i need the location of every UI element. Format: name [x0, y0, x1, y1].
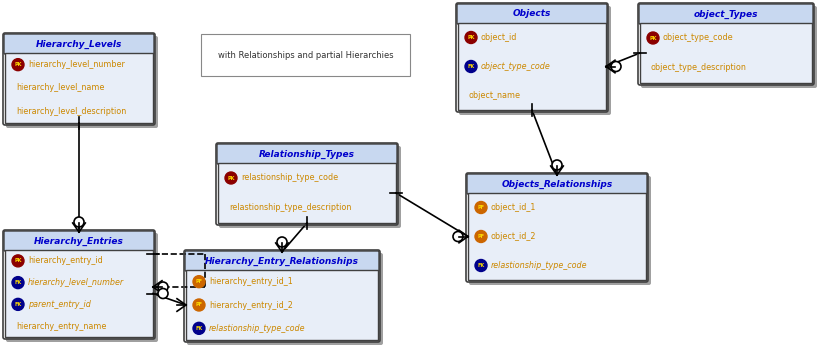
- Bar: [5, 53, 153, 123]
- Text: object_name: object_name: [469, 91, 521, 100]
- Bar: [468, 193, 646, 280]
- FancyBboxPatch shape: [641, 6, 817, 88]
- Text: hierarchy_entry_id: hierarchy_entry_id: [28, 256, 103, 265]
- Text: parent_entry_id: parent_entry_id: [28, 300, 91, 309]
- FancyBboxPatch shape: [459, 6, 611, 115]
- Circle shape: [193, 299, 205, 311]
- Text: object_Types: object_Types: [694, 9, 758, 19]
- Circle shape: [158, 282, 168, 292]
- Bar: [458, 23, 606, 110]
- FancyBboxPatch shape: [219, 146, 401, 228]
- Bar: [186, 270, 378, 340]
- FancyBboxPatch shape: [467, 174, 647, 194]
- Text: FK: FK: [467, 64, 475, 69]
- Circle shape: [12, 298, 24, 310]
- Text: object_type_code: object_type_code: [663, 34, 734, 43]
- Text: Hierarchy_Entry_Relationships: Hierarchy_Entry_Relationships: [205, 256, 359, 266]
- Text: relastionship_type_description: relastionship_type_description: [229, 203, 351, 212]
- Bar: [218, 163, 396, 223]
- Text: PK: PK: [15, 62, 22, 67]
- Text: object_type_description: object_type_description: [651, 64, 747, 73]
- Circle shape: [465, 31, 477, 44]
- Circle shape: [12, 59, 24, 71]
- Text: hierarchy_level_description: hierarchy_level_description: [16, 107, 127, 116]
- Bar: [640, 23, 812, 83]
- FancyBboxPatch shape: [185, 251, 379, 271]
- Text: FK: FK: [195, 326, 203, 331]
- Text: PF: PF: [195, 279, 203, 284]
- FancyBboxPatch shape: [469, 176, 651, 285]
- Text: Hierarchy_Entries: Hierarchy_Entries: [34, 236, 124, 246]
- Text: object_id_2: object_id_2: [491, 232, 537, 241]
- FancyBboxPatch shape: [6, 36, 158, 128]
- Circle shape: [475, 230, 487, 243]
- Text: relastionship_type_code: relastionship_type_code: [491, 261, 587, 270]
- Text: Relationship_Types: Relationship_Types: [259, 149, 355, 158]
- Text: FK: FK: [15, 280, 21, 285]
- Circle shape: [453, 231, 463, 242]
- Circle shape: [552, 160, 562, 170]
- Text: Objects_Relationships: Objects_Relationships: [502, 180, 613, 189]
- FancyBboxPatch shape: [6, 233, 158, 342]
- Circle shape: [611, 62, 621, 72]
- Text: hierarchy_entry_id_1: hierarchy_entry_id_1: [209, 277, 292, 286]
- Text: hierarchy_level_number: hierarchy_level_number: [28, 278, 124, 287]
- Text: hierarchy_entry_id_2: hierarchy_entry_id_2: [209, 300, 292, 310]
- Text: object_type_code: object_type_code: [481, 62, 551, 71]
- Text: with Relationships and partial Hierarchies: with Relationships and partial Hierarchi…: [218, 51, 394, 60]
- FancyBboxPatch shape: [187, 253, 383, 345]
- Text: PK: PK: [467, 35, 475, 40]
- Circle shape: [647, 32, 659, 44]
- Text: PK: PK: [15, 258, 22, 263]
- Circle shape: [158, 289, 168, 299]
- Text: hierarchy_level_number: hierarchy_level_number: [28, 60, 125, 69]
- Text: PF: PF: [477, 205, 484, 210]
- Text: PK: PK: [227, 175, 234, 181]
- Text: hierarchy_level_name: hierarchy_level_name: [16, 83, 105, 92]
- Circle shape: [12, 255, 24, 267]
- Circle shape: [74, 217, 84, 227]
- Text: hierarchy_entry_name: hierarchy_entry_name: [16, 322, 106, 331]
- Text: Objects: Objects: [513, 9, 551, 18]
- Text: object_id_1: object_id_1: [491, 203, 537, 212]
- Text: PF: PF: [195, 302, 203, 308]
- Text: Hierarchy_Levels: Hierarchy_Levels: [36, 39, 123, 48]
- FancyBboxPatch shape: [457, 4, 607, 24]
- Circle shape: [475, 260, 487, 272]
- Bar: [5, 250, 153, 337]
- Circle shape: [277, 237, 287, 247]
- FancyBboxPatch shape: [4, 231, 154, 251]
- Text: FK: FK: [477, 263, 484, 268]
- Text: relastionship_type_code: relastionship_type_code: [241, 173, 338, 182]
- Circle shape: [225, 172, 237, 184]
- Circle shape: [465, 61, 477, 73]
- FancyBboxPatch shape: [639, 4, 813, 24]
- Text: PF: PF: [477, 234, 484, 239]
- Circle shape: [475, 201, 487, 213]
- Circle shape: [193, 322, 205, 334]
- Text: PK: PK: [650, 36, 657, 40]
- Text: relastionship_type_code: relastionship_type_code: [209, 324, 306, 333]
- Text: FK: FK: [15, 302, 21, 307]
- Circle shape: [12, 276, 24, 289]
- Text: object_id: object_id: [481, 33, 517, 42]
- Circle shape: [193, 276, 205, 288]
- FancyBboxPatch shape: [4, 34, 154, 54]
- FancyBboxPatch shape: [217, 144, 397, 164]
